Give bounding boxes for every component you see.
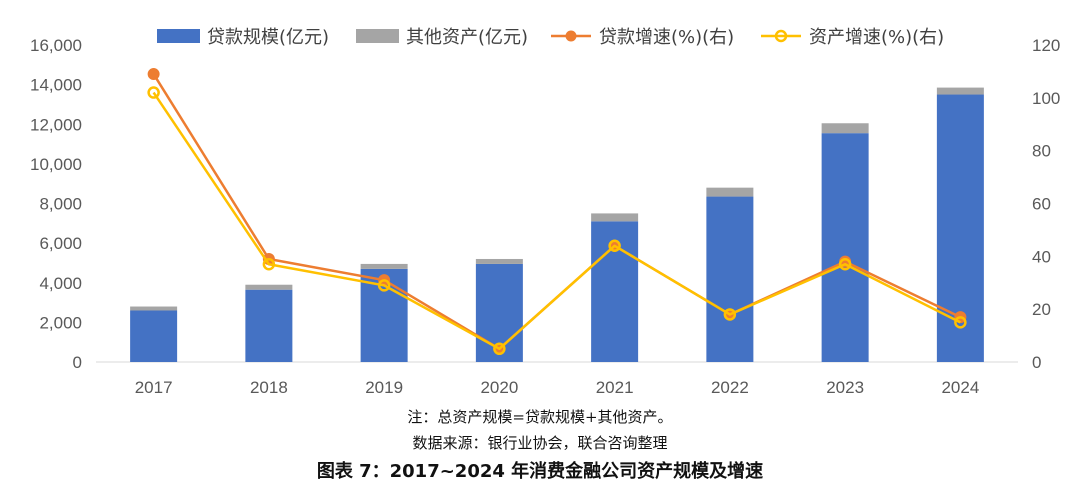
legend-loan-growth-swatch-marker <box>565 30 577 42</box>
y-left-tick-label: 6,000 <box>39 234 82 253</box>
y-right-tick-label: 0 <box>1032 353 1041 372</box>
other-assets-bar <box>936 87 984 95</box>
y-left-tick-label: 4,000 <box>39 274 82 293</box>
other-assets-bar <box>130 306 178 311</box>
y-left-tick-label: 16,000 <box>30 36 82 55</box>
y-right-tick-label: 80 <box>1032 142 1051 161</box>
legend-loan-scale-swatch <box>157 29 200 43</box>
x-tick-label: 2021 <box>596 378 634 397</box>
chart-area: 0 2,000 4,000 6,000 8,000 10,000 12,000 14,000 1… <box>30 27 1060 397</box>
asset-growth-point <box>377 279 391 292</box>
y-right-tick-label: 100 <box>1032 89 1060 108</box>
y-left-tick-label: 8,000 <box>39 195 82 214</box>
other-assets-bar <box>821 123 869 134</box>
chart-source: 数据来源：银行业协会，联合咨询整理 <box>412 434 668 452</box>
asset-growth-line <box>152 91 961 351</box>
legend-other-assets-swatch <box>356 29 399 43</box>
x-tick-label: 2023 <box>826 378 864 397</box>
y-left-tick-label: 12,000 <box>30 115 82 134</box>
asset-growth-point <box>838 258 852 271</box>
x-tick-label: 2024 <box>941 378 979 397</box>
y-right-tick-label: 20 <box>1032 300 1051 319</box>
y-left-tick-label: 14,000 <box>30 76 82 95</box>
loan-scale-bar <box>821 133 869 362</box>
y-right-tick-label: 60 <box>1032 195 1051 214</box>
y-left-tick-label: 10,000 <box>30 155 82 174</box>
x-tick-label: 2022 <box>711 378 749 397</box>
asset-growth-point <box>262 258 276 271</box>
x-tick-label: 2020 <box>480 378 518 397</box>
loan-growth-point <box>147 68 160 81</box>
x-tick-label: 2018 <box>250 378 288 397</box>
y-left-tick-label: 2,000 <box>39 313 82 332</box>
asset-growth-point <box>723 308 737 321</box>
x-tick-label: 2019 <box>365 378 403 397</box>
loan-scale-bar <box>706 196 754 362</box>
figure-title: 图表 7：2017~2024 年消费金融公司资产规模及增速 <box>316 461 764 482</box>
other-assets-bar <box>591 213 639 222</box>
chart-note: 注：总资产规模=贷款规模+其他资产。 <box>407 408 673 426</box>
y-right-tick-label: 40 <box>1032 247 1051 266</box>
legend-asset-growth-label: 资产增速(%)(右) <box>809 27 944 48</box>
legend-asset-growth-swatch-marker <box>774 29 788 43</box>
other-assets-bar <box>706 187 754 197</box>
y-left-tick-label: 0 <box>73 353 82 372</box>
x-tick-label: 2017 <box>135 378 173 397</box>
y-right-tick-label: 120 <box>1032 36 1060 55</box>
legend-loan-scale-label: 贷款规模(亿元) <box>207 27 329 48</box>
asset-growth-point <box>493 342 506 356</box>
loan-scale-bar <box>245 289 293 362</box>
other-assets-bar <box>475 258 523 264</box>
asset-growth-point <box>608 239 621 253</box>
legend-other-assets-label: 其他资产(亿元) <box>406 27 528 48</box>
asset-growth-point <box>954 316 967 329</box>
other-assets-bar <box>360 263 408 269</box>
loan-scale-bar <box>130 310 178 362</box>
other-assets-bar <box>245 284 293 290</box>
asset-growth-point <box>147 86 160 99</box>
legend-loan-growth-label: 贷款增速(%)(右) <box>599 27 734 48</box>
